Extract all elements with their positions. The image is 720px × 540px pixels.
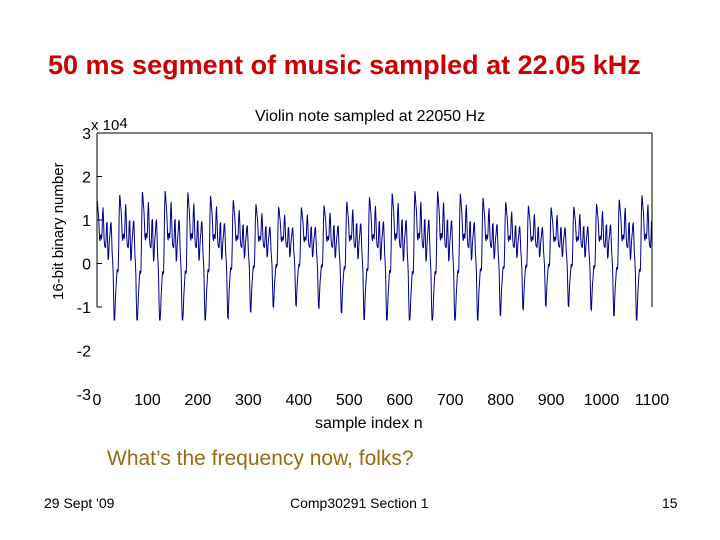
x-tick-label: 100 bbox=[134, 392, 161, 409]
x-tick-label: 300 bbox=[235, 392, 262, 409]
y-tick-label: 2 bbox=[82, 170, 91, 187]
y-tick-label: -1 bbox=[77, 300, 91, 317]
y-scale-multiplier: x 104 bbox=[91, 115, 128, 134]
x-tick-label: 600 bbox=[386, 392, 413, 409]
y-scale-exponent: 4 bbox=[119, 115, 128, 132]
x-tick-label: 1000 bbox=[584, 392, 620, 409]
y-tick-label: -2 bbox=[77, 344, 91, 361]
footer-course: Comp30291 Section 1 bbox=[290, 495, 429, 511]
x-tick-label: 1100 bbox=[635, 392, 670, 409]
y-scale-label: x 10 bbox=[91, 117, 120, 134]
chart-title: Violin note sampled at 22050 Hz bbox=[255, 108, 486, 125]
x-tick-label: 400 bbox=[285, 392, 312, 409]
y-tick-label: 3 bbox=[82, 126, 91, 143]
question-text: What’s the frequency now, folks? bbox=[107, 447, 414, 470]
y-tick-label: 1 bbox=[82, 213, 91, 230]
y-tick-label: 0 bbox=[82, 257, 91, 274]
waveform-line bbox=[96, 190, 653, 321]
slide-title: 50 ms segment of music sampled at 22.05 … bbox=[48, 50, 641, 80]
x-tick-label: 500 bbox=[336, 392, 363, 409]
footer-date: 29 Sept '09 bbox=[44, 495, 115, 511]
x-tick-label: 200 bbox=[185, 392, 212, 409]
x-tick-label: 0 bbox=[93, 392, 102, 409]
footer-page-number: 15 bbox=[662, 495, 678, 511]
x-tick-label: 800 bbox=[487, 392, 514, 409]
x-axis-label: sample index n bbox=[315, 415, 423, 432]
y-tick-label: -3 bbox=[77, 387, 91, 404]
x-tick-label: 900 bbox=[538, 392, 565, 409]
x-tick-label: 700 bbox=[437, 392, 464, 409]
